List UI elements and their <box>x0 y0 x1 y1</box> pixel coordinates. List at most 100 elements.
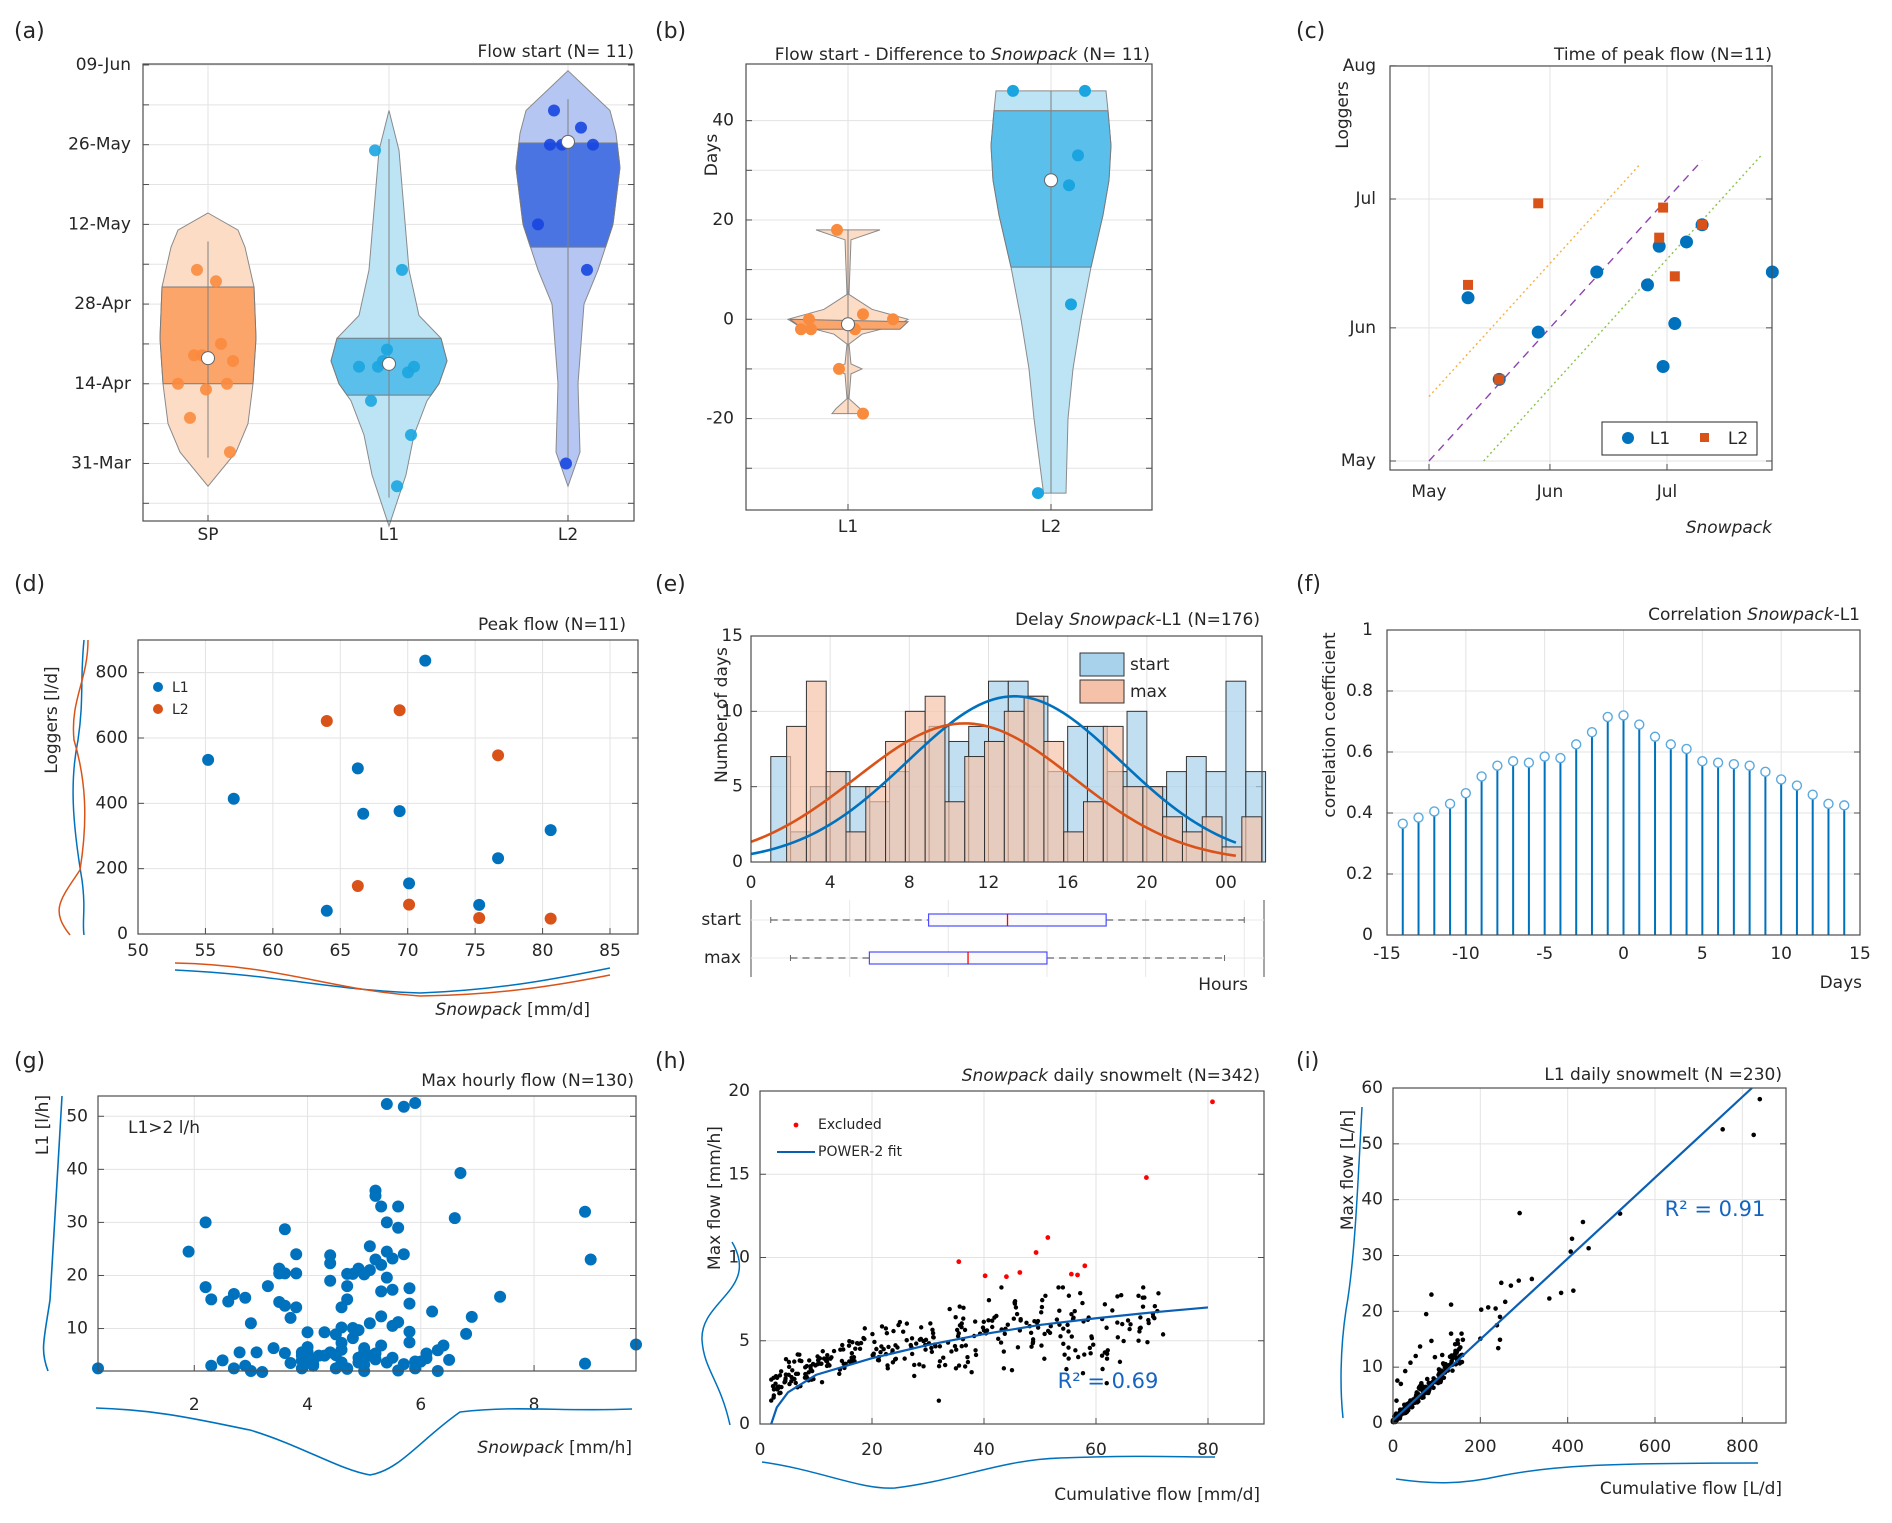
data-point <box>881 1346 886 1352</box>
marginal-density-x-L1 <box>174 967 611 994</box>
y-tick-label: 0.2 <box>1346 864 1373 884</box>
hist-bar-max <box>1201 816 1223 863</box>
data-point <box>862 1326 867 1331</box>
power-fit-line <box>770 1306 1209 1425</box>
data-point <box>874 1346 879 1352</box>
stem-marker <box>1681 743 1692 755</box>
excluded-point <box>1082 1263 1088 1269</box>
data-point <box>795 323 807 336</box>
data-point <box>782 1380 787 1385</box>
stem-marker <box>1839 800 1850 811</box>
data-point <box>1054 1317 1060 1322</box>
data-point <box>879 1324 885 1329</box>
box-max <box>868 951 1048 965</box>
data-point <box>548 104 560 117</box>
data-point <box>947 1306 952 1312</box>
panel-g-max-hourly-scatter: (g) Max hourly flow (N=130) 2 4 6 8 10 20 30 40 50… <box>14 1049 642 1476</box>
data-point <box>1047 1330 1053 1336</box>
hist-bar-max <box>1241 816 1263 863</box>
stem-marker <box>1823 798 1834 810</box>
data-point <box>532 218 544 231</box>
panel-title: Flow start (N= 11) <box>478 42 634 62</box>
data-point <box>954 1347 959 1352</box>
data-point <box>369 144 381 157</box>
y-tick-label: 20 <box>728 1081 750 1101</box>
data-point-L1 <box>1668 317 1682 331</box>
x-tick-label: 40 <box>973 1440 995 1460</box>
marginal-density-x <box>761 1455 1216 1489</box>
x-tick-label: 0 <box>755 1440 766 1460</box>
y-tick-label: 40 <box>1361 1190 1383 1210</box>
data-point-L2 <box>403 898 416 911</box>
x-tick-label: 65 <box>329 941 351 961</box>
data-point <box>936 1364 942 1369</box>
hist-bar-max <box>1063 831 1085 863</box>
data-point <box>1104 1351 1110 1357</box>
data-point <box>1104 1325 1109 1330</box>
data-point <box>1066 1345 1071 1350</box>
data-point <box>437 1339 450 1352</box>
x-tick-label: 2 <box>189 1395 200 1415</box>
data-point <box>587 138 599 151</box>
data-point <box>1065 1322 1070 1328</box>
boxplot-label-start: start <box>701 910 741 930</box>
data-point <box>918 1325 924 1330</box>
data-point <box>1160 1332 1166 1337</box>
data-point <box>1102 1302 1108 1307</box>
data-point <box>1495 1345 1501 1351</box>
data-point <box>1140 1295 1145 1300</box>
data-point <box>1079 84 1091 97</box>
data-point <box>1043 1293 1048 1298</box>
data-point <box>815 1354 820 1359</box>
data-point <box>1076 1354 1081 1360</box>
x-tick-label: 60 <box>1085 1440 1107 1460</box>
data-point <box>346 1322 359 1335</box>
data-point <box>256 1366 269 1379</box>
data-point <box>1424 1376 1430 1382</box>
data-point <box>1072 149 1084 162</box>
data-point <box>773 1381 778 1386</box>
data-point <box>904 1338 909 1343</box>
data-point <box>994 1313 999 1319</box>
data-point <box>386 1283 399 1296</box>
data-point <box>1029 1344 1034 1349</box>
data-point <box>1042 1331 1047 1337</box>
data-point <box>380 1271 393 1284</box>
hist-bar-max <box>1043 740 1065 863</box>
data-point <box>341 1293 354 1306</box>
data-point <box>1152 1316 1157 1321</box>
legend-label-L1: L1 <box>1650 429 1670 449</box>
data-point <box>1066 1293 1072 1298</box>
panel-f-correlation-stem: (f)Correlation Snowpack-L1-15 -10 -5 0 5 10 15… <box>1296 572 1871 993</box>
data-point <box>774 1375 780 1380</box>
x-axis-label: Snowpack [mm/h] <box>477 1438 632 1458</box>
data-point <box>199 1281 212 1294</box>
y-tick-label: 50 <box>66 1106 88 1126</box>
data-point <box>875 1357 881 1363</box>
x-axis-label: Snowpack <box>1686 518 1773 538</box>
data-point <box>936 1398 942 1403</box>
data-point <box>403 1336 416 1349</box>
reference-line-purple <box>1428 159 1703 462</box>
data-point <box>886 1344 891 1350</box>
data-point <box>792 1359 797 1364</box>
data-point <box>929 1345 934 1351</box>
data-point <box>1080 1371 1086 1376</box>
data-point-L1 <box>544 824 557 837</box>
data-point <box>1005 1322 1010 1327</box>
y-tick-label: 5 <box>739 1331 750 1351</box>
y-tick-label: 200 <box>96 859 128 879</box>
data-point <box>1398 1381 1404 1387</box>
data-point <box>857 407 869 420</box>
panel-h-snowpack-daily-scatter: (h) Snowpack daily snowmelt (N=342) 0 20 40 6… <box>655 1049 1265 1505</box>
x-tick-label: 80 <box>532 941 554 961</box>
data-point <box>1568 1249 1574 1254</box>
stem-marker <box>1791 780 1803 791</box>
marginal-density-y <box>1340 1106 1363 1419</box>
panel-title: Max hourly flow (N=130) <box>421 1071 634 1091</box>
data-point <box>912 1362 917 1368</box>
data-point <box>803 313 815 326</box>
data-point <box>443 1353 456 1366</box>
marginal-density-y-L1 <box>72 639 85 936</box>
